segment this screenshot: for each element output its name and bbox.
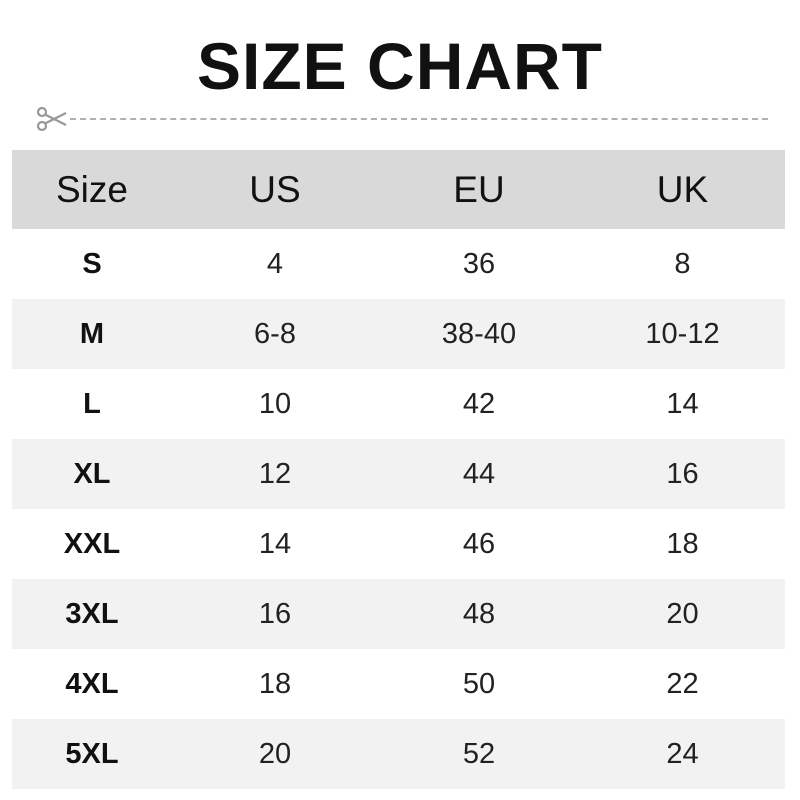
cell-size: L (83, 387, 101, 420)
header-size: Size (56, 168, 128, 210)
cell-eu: 50 (462, 667, 496, 700)
cell-us: 4 (266, 247, 284, 280)
cell-size: XL (73, 457, 111, 490)
header-us: US (249, 168, 301, 210)
cell-eu: 38-40 (441, 317, 517, 350)
cell-eu: 36 (462, 247, 496, 280)
cell-eu: 48 (462, 597, 496, 630)
cell-size: S (82, 247, 102, 280)
cell-uk: 10-12 (645, 317, 720, 350)
cell-uk: 16 (666, 457, 699, 490)
size-table: Size US EU UK S 4 36 8 M 6-8 38-40 10-12 L 10 42 14… (12, 150, 785, 789)
cell-eu: 52 (462, 737, 496, 770)
cell-uk: 22 (666, 667, 699, 700)
cell-uk: 14 (666, 387, 699, 420)
table-row: 4XL 18 50 22 (12, 649, 785, 719)
cell-size: 5XL (65, 737, 119, 770)
table-row: 5XL 20 52 24 (12, 719, 785, 789)
cell-us: 6-8 (254, 317, 296, 350)
cell-size: M (79, 317, 105, 350)
cut-line (36, 106, 768, 132)
cell-uk: 18 (666, 527, 699, 560)
cell-size: 4XL (65, 667, 119, 700)
table-header-row: Size US EU UK (12, 150, 785, 229)
cell-us: 20 (258, 737, 292, 770)
cell-size: XXL (63, 527, 121, 560)
header-uk: UK (656, 168, 709, 210)
cell-uk: 8 (674, 247, 691, 280)
header-eu: EU (453, 168, 505, 210)
cell-size: 3XL (65, 597, 119, 630)
dashed-divider (70, 118, 768, 120)
table-row: M 6-8 38-40 10-12 (12, 299, 785, 369)
cell-eu: 44 (462, 457, 496, 490)
cell-us: 12 (258, 457, 292, 490)
table-row: XL 12 44 16 (12, 439, 785, 509)
table-row: 3XL 16 48 20 (12, 579, 785, 649)
cell-uk: 20 (666, 597, 699, 630)
scissors-icon (36, 106, 68, 132)
table-row: XXL 14 46 18 (12, 509, 785, 579)
cell-us: 10 (258, 387, 292, 420)
cell-us: 14 (258, 527, 292, 560)
cell-us: 16 (258, 597, 292, 630)
cell-eu: 46 (462, 527, 496, 560)
page-title: SIZE CHART (197, 29, 603, 103)
table-row: L 10 42 14 (12, 369, 785, 439)
cell-eu: 42 (462, 387, 496, 420)
cell-uk: 24 (666, 737, 699, 770)
cell-us: 18 (258, 667, 292, 700)
table-row: S 4 36 8 (12, 229, 785, 299)
